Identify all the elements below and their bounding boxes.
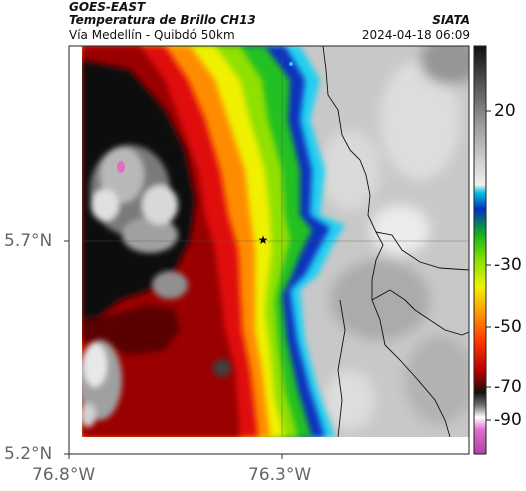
lat-label-5-2: 5.2°N xyxy=(4,444,53,464)
admin-borders xyxy=(322,46,469,437)
colorbar-label-20: 20 xyxy=(494,101,516,121)
datetime-label: 2024-04-18 06:09 xyxy=(361,28,470,42)
star-icon: ★ xyxy=(258,233,269,247)
lon-label-76-8: 76.8°W xyxy=(32,465,96,485)
lon-label-76-3: 76.3°W xyxy=(248,465,312,485)
brightness-temperature-field: ★ xyxy=(82,46,469,437)
colorbar-label-m90: -90 xyxy=(494,410,522,430)
colorbar-label-m30: -30 xyxy=(494,255,522,275)
colorbar-ticks xyxy=(486,110,491,421)
axis-ticks xyxy=(64,240,283,459)
brand-label: SIATA xyxy=(432,13,470,27)
lat-label-5-7: 5.7°N xyxy=(4,231,53,251)
coldest-cloud-top xyxy=(117,161,125,173)
satellite-source: GOES-EAST xyxy=(69,0,146,14)
region-subtitle: Vía Medellín - Quibdó 50km xyxy=(69,28,235,42)
colorbar-label-m70: -70 xyxy=(494,377,522,397)
colorbar-label-m50: -50 xyxy=(494,317,522,337)
colorbar xyxy=(473,45,487,455)
product-title: Temperatura de Brillo CH13 xyxy=(69,13,256,27)
